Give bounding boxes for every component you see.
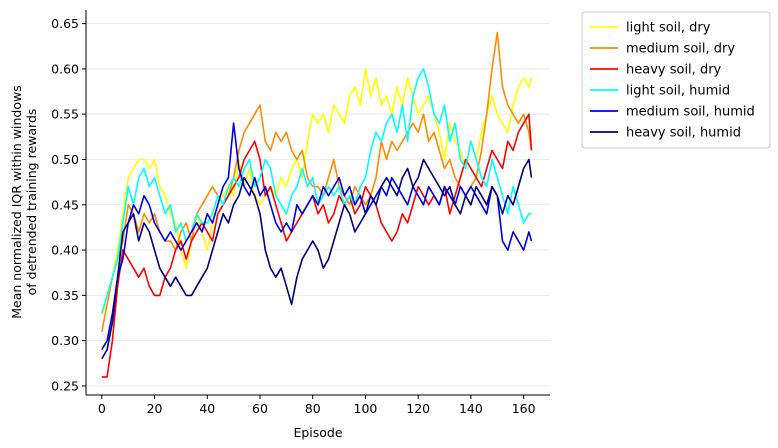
series-line	[101, 31, 533, 332]
y-tick-label: 0.50	[51, 152, 79, 167]
legend-label: heavy soil, dry	[626, 63, 722, 78]
series-lines	[101, 31, 533, 378]
series-line	[101, 158, 533, 360]
y-tick-label: 0.60	[51, 61, 79, 76]
series-line	[101, 113, 533, 378]
y-tick-label: 0.45	[51, 197, 79, 212]
y-tick-label: 0.35	[51, 288, 79, 303]
x-tick-label: 60	[252, 401, 268, 416]
x-tick-label: 100	[354, 401, 378, 416]
legend-label: light soil, dry	[626, 21, 711, 36]
x-axis-label: Episode	[293, 425, 342, 440]
axes	[85, 10, 550, 396]
legend-frame	[581, 11, 771, 149]
x-ticks: 0 20 40 60 80 100 120 140 160	[98, 395, 536, 416]
y-axis-label-line-1: Mean normalized IQR within windows	[9, 85, 24, 318]
x-tick-label: 20	[147, 401, 163, 416]
x-tick-label: 0	[98, 401, 106, 416]
y-tick-label: 0.40	[51, 243, 79, 258]
y-tick-label: 0.25	[51, 378, 79, 393]
x-tick-label: 80	[305, 401, 321, 416]
y-tick-label: 0.65	[51, 16, 79, 31]
legend-label: light soil, humid	[626, 84, 730, 99]
y-tick-label: 0.30	[51, 333, 79, 348]
y-axis-label-line-2: of detrended training rewards	[24, 109, 39, 296]
x-tick-label: 40	[199, 401, 215, 416]
x-tick-label: 120	[406, 401, 430, 416]
x-tick-label: 140	[459, 401, 483, 416]
y-tick-label: 0.55	[51, 107, 79, 122]
legend-label: heavy soil, humid	[626, 126, 741, 141]
y-axis-label: Mean normalized IQR within windows of de…	[9, 85, 39, 318]
series-line	[101, 122, 533, 351]
y-ticks: 0.25 0.30 0.35 0.40 0.45 0.50 0.55 0.60 0.65	[51, 16, 86, 393]
x-tick-label: 160	[512, 401, 536, 416]
legend-label: medium soil, dry	[626, 42, 735, 57]
legend-label: medium soil, humid	[626, 105, 755, 120]
legend: light soil, dry medium soil, dry heavy soi…	[581, 11, 771, 149]
